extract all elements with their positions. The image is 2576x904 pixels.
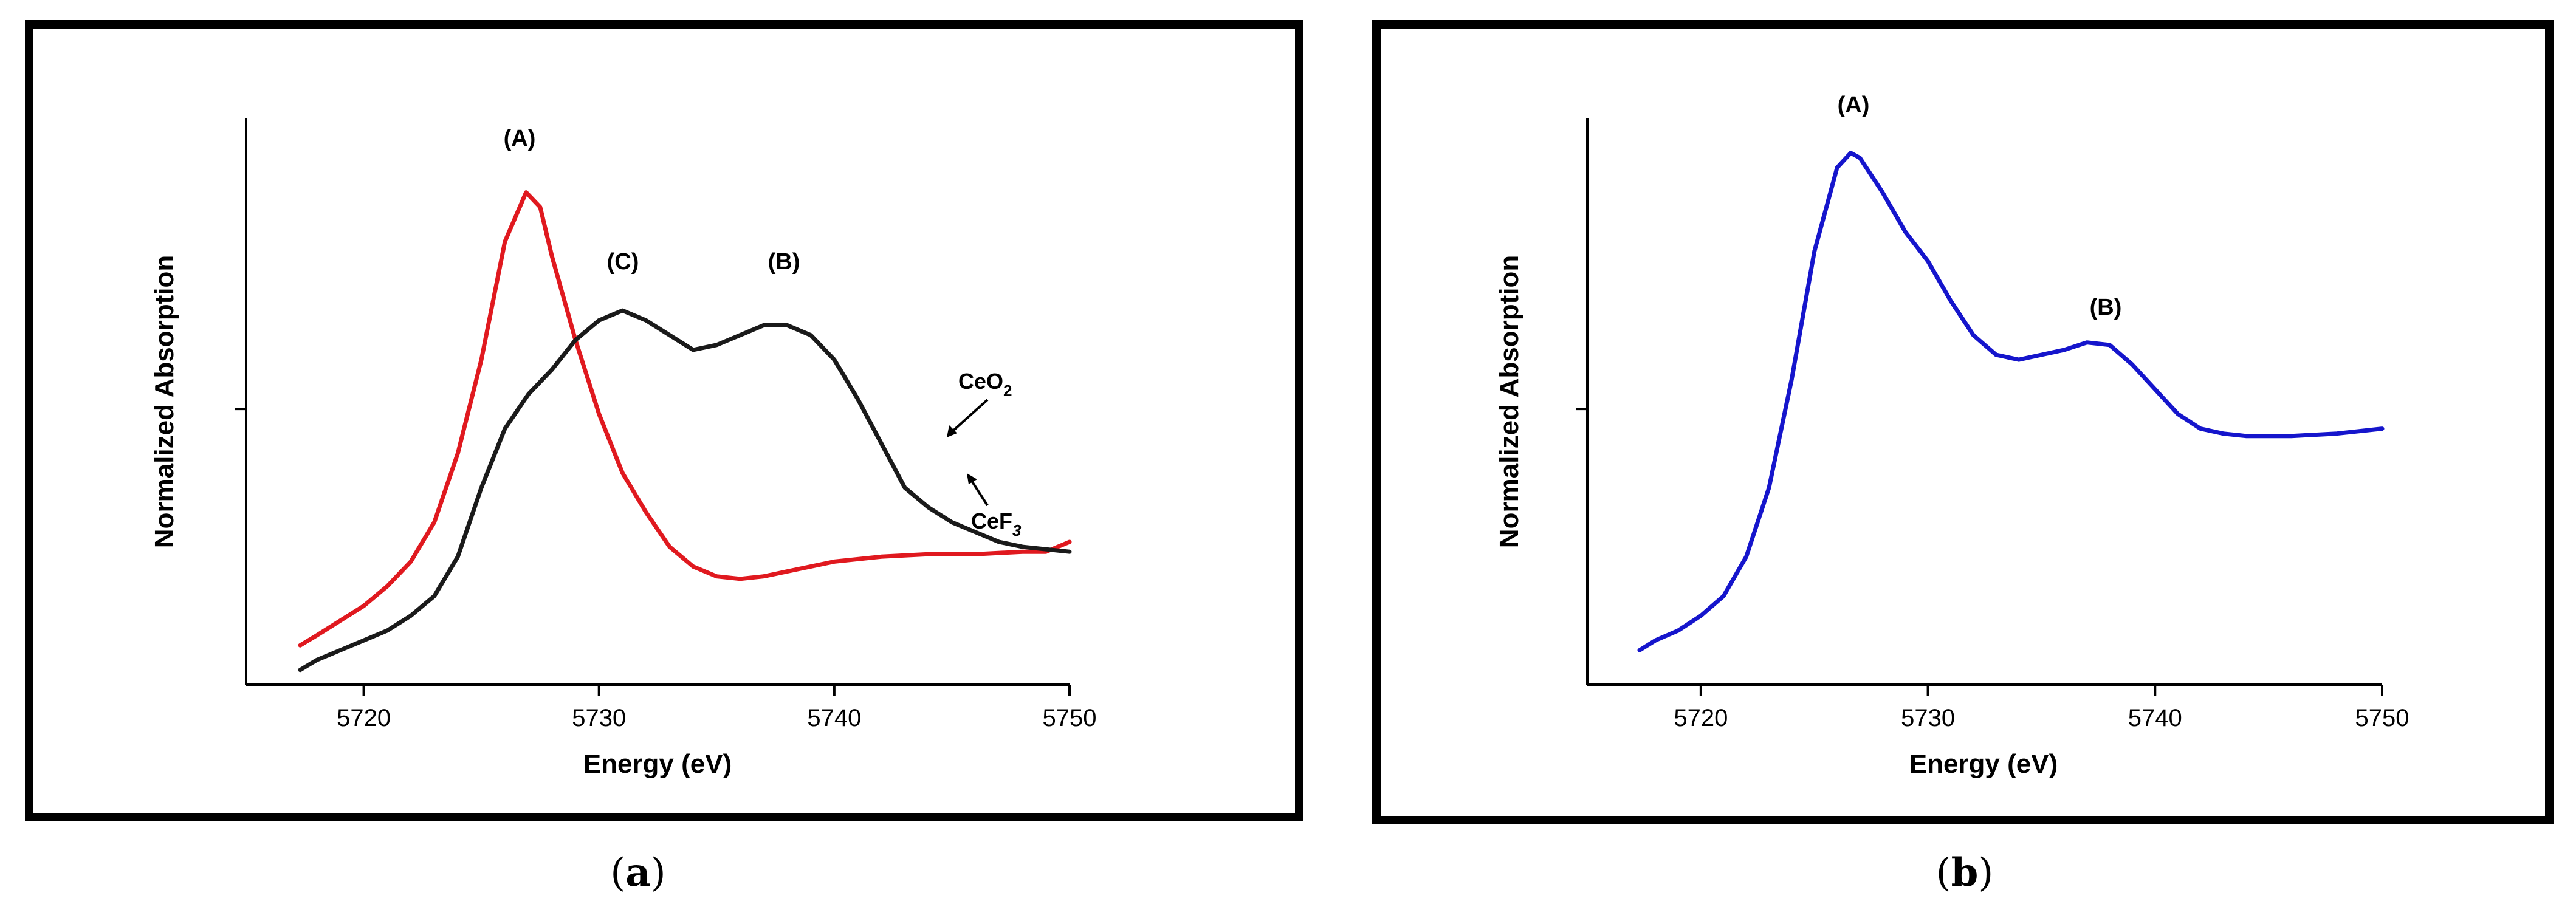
panel-a-series-line-cef3 <box>298 190 1072 648</box>
panel-a-caption-close: ) <box>651 851 666 895</box>
panel-a-x-tick-label: 5720 <box>337 705 391 731</box>
panel-a-peak-b-label: (B) <box>768 249 800 275</box>
panel-a-peak-c-label: (C) <box>607 249 639 275</box>
panel-b-caption: (b) <box>1936 850 1994 895</box>
panel-a-ceo2-base: CeO <box>958 369 1003 394</box>
panel-b-y-axis-title: Normalized Absorption <box>1494 255 1524 548</box>
panel-a-caption: (a) <box>610 850 665 895</box>
panel-b-peak-a-label: (A) <box>1838 92 1870 118</box>
panel-a-cef3-arrowhead <box>967 473 977 484</box>
panel-a-y-axis-title: Normalized Absorption <box>149 255 179 548</box>
panel-b-caption-letter: b <box>1951 850 1979 895</box>
panel-a-frame <box>25 20 1303 821</box>
panel-a-cef3-subscript: 3 <box>1012 521 1022 539</box>
panel-b-caption-open: ( <box>1936 851 1951 895</box>
panel-b-frame <box>1372 20 2554 824</box>
panel-b-series-line-0 <box>1637 151 2385 652</box>
panel-a: 5720 5730 5740 5750 Energy (eV) Normalized … <box>25 20 1303 895</box>
panel-b-x-ticks: 5720 5730 5740 5750 <box>1674 685 2409 731</box>
panel-a-series-line-ceo2 <box>298 308 1072 673</box>
panel-b-peak-b-label: (B) <box>2090 295 2122 320</box>
panel-b-x-tick-label: 5730 <box>1901 705 1955 731</box>
panel-b-x-axis-title: Energy (eV) <box>1909 749 2058 779</box>
panel-a-cef3-base: CeF <box>971 508 1012 533</box>
panel-a-caption-letter: a <box>625 850 650 895</box>
panel-a-ceo2-subscript: 2 <box>1003 382 1012 400</box>
panel-b-series <box>1637 151 2385 652</box>
panel-a-x-ticks: 5720 5730 5740 5750 <box>337 685 1096 731</box>
panel-b: 5720 5730 5740 5750 Energy (eV) Normalized … <box>1372 20 2554 895</box>
panel-a-x-tick-label: 5750 <box>1043 705 1097 731</box>
panel-a-peak-a-label: (A) <box>504 126 536 151</box>
panel-a-caption-open: ( <box>610 851 625 895</box>
panel-a-x-tick-label: 5730 <box>572 705 626 731</box>
panel-a-x-axis-title: Energy (eV) <box>583 749 732 779</box>
panel-b-x-tick-label: 5740 <box>2128 705 2182 731</box>
panel-a-series <box>298 190 1072 673</box>
panel-b-caption-close: ) <box>1978 851 1993 895</box>
panel-b-x-tick-label: 5720 <box>1674 705 1728 731</box>
panel-a-ceo2-label: CeO2 <box>958 369 1012 400</box>
panel-a-ceo2-arrowhead <box>947 425 957 437</box>
panel-a-cef3-label: CeF3 <box>971 508 1022 539</box>
panel-b-x-tick-label: 5750 <box>2355 705 2409 731</box>
panel-a-x-tick-label: 5740 <box>807 705 861 731</box>
panel-a-cef3-pointer <box>969 477 989 507</box>
panel-a-ceo2-pointer <box>950 399 989 434</box>
